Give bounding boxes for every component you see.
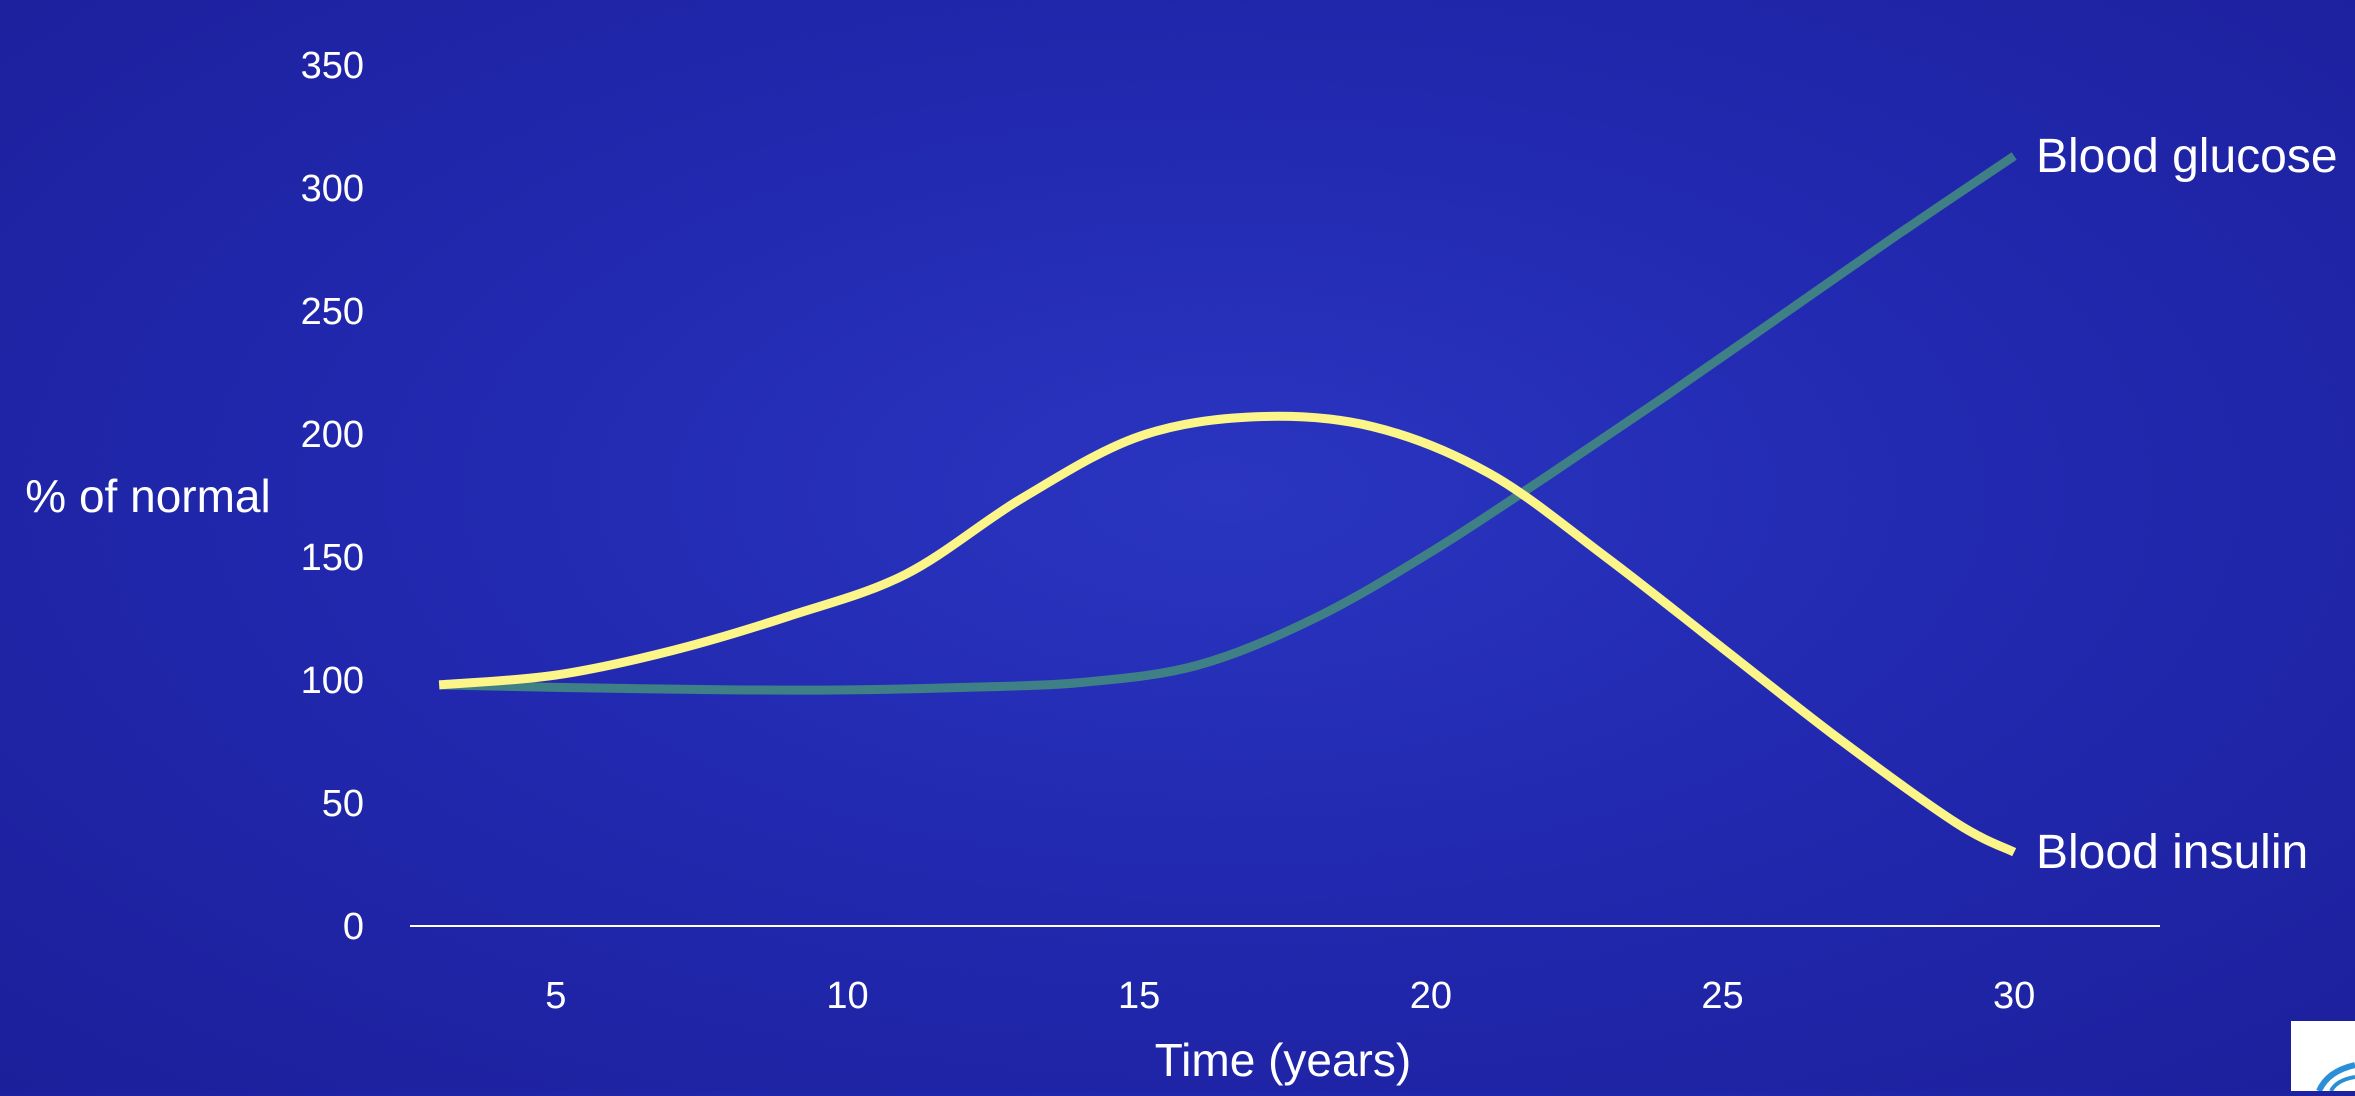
y-tick-label: 200	[301, 414, 364, 456]
x-tick-label: 30	[1993, 975, 2035, 1017]
x-tick-label: 25	[1701, 975, 1743, 1017]
x-axis-label: Time (years)	[1155, 1034, 1411, 1086]
x-tick-label: 15	[1118, 975, 1160, 1017]
y-tick-label: 300	[301, 168, 364, 210]
series-lines	[438, 152, 2017, 857]
x-tick-label: 10	[826, 975, 868, 1017]
corner-logo-icon	[2291, 1021, 2355, 1091]
blood-insulin-line	[438, 411, 2017, 857]
x-axis: 5 10 15 20 25 30	[410, 925, 2160, 1017]
y-tick-label: 50	[322, 783, 364, 825]
y-axis-label: % of normal	[25, 470, 270, 522]
blood-insulin-label: Blood insulin	[2036, 826, 2308, 879]
y-axis: 0 50 100 150 200 250 300 350	[301, 45, 364, 948]
x-tick-label: 20	[1410, 975, 1452, 1017]
y-tick-label: 350	[301, 45, 364, 87]
blood-glucose-line	[439, 152, 2017, 695]
blood-glucose-label: Blood glucose	[2036, 130, 2338, 183]
series-labels: Blood glucose Blood insulin	[2036, 130, 2338, 879]
y-tick-label: 100	[301, 660, 364, 702]
y-tick-label: 250	[301, 291, 364, 333]
y-tick-label: 0	[343, 906, 364, 948]
y-tick-label: 150	[301, 537, 364, 579]
x-tick-label: 5	[545, 975, 566, 1017]
